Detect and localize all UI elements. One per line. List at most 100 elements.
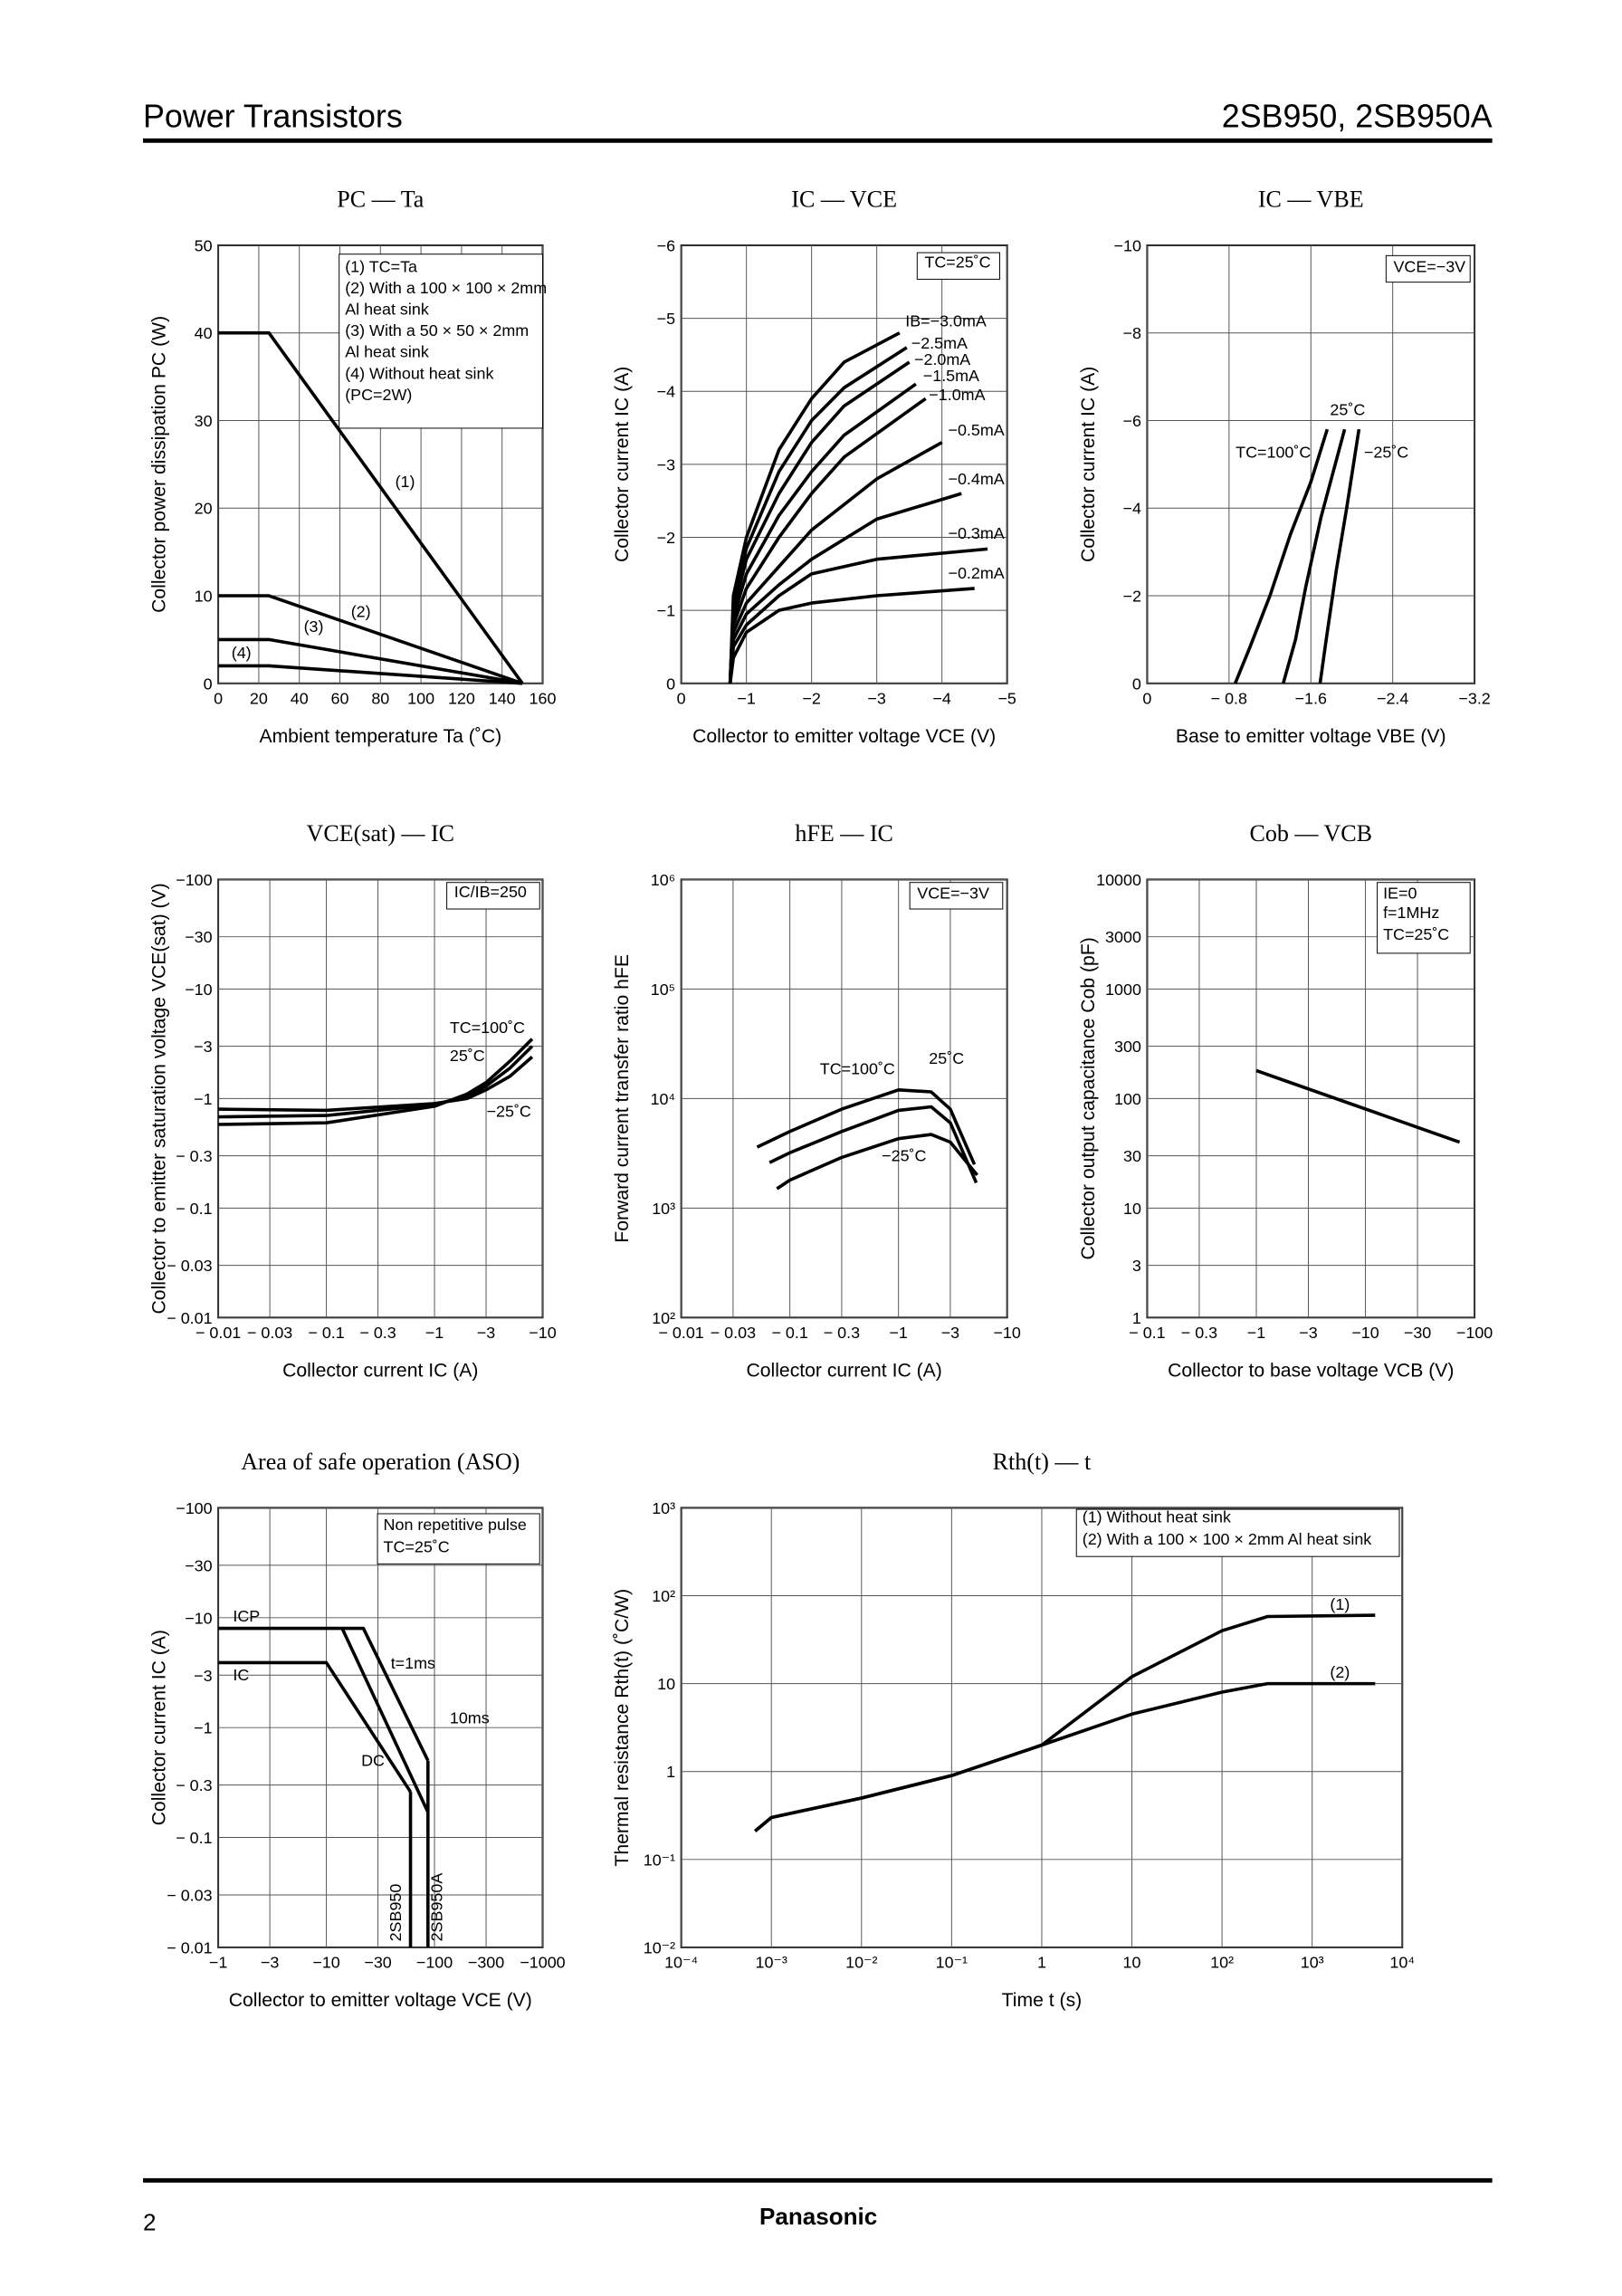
annotation: IC [233,1666,249,1684]
y-tick-label: −5 [657,310,675,328]
y-tick-label: −4 [657,383,675,401]
x-tick-label: −100 [1456,1324,1493,1342]
y-tick-label: −3 [194,1038,212,1056]
series-label: −1.5mA [923,367,979,385]
curve [728,492,962,684]
curve [218,664,523,685]
y-tick-label: −10 [185,981,212,999]
y-tick-label: −4 [1122,500,1140,518]
x-tick-label: 160 [530,690,557,708]
y-tick-label: 10⁻² [644,1938,675,1956]
annotation-box [1377,882,1471,954]
x-tick-label: −5 [997,690,1016,708]
x-tick-label: − 0.3 [824,1324,860,1342]
y-tick-label: 0 [666,674,675,693]
series-label: −1.0mA [929,386,985,404]
chart-title: IC — VBE [1258,187,1364,213]
x-axis-label: Time t (s) [1002,1990,1083,2011]
curve [728,382,917,684]
x-tick-label: − 0.01 [196,1324,241,1342]
x-tick-label: −10 [1351,1324,1379,1342]
y-tick-label: −3 [657,455,675,474]
x-tick-label: −2.4 [1377,690,1408,708]
x-tick-label: 10⁻² [845,1954,877,1972]
x-tick-label: −2 [802,690,820,708]
x-tick-label: −1 [209,1954,227,1972]
y-tick-label: 0 [204,674,213,693]
series-label: (4) [232,644,252,662]
curve [728,360,911,684]
curve [1318,428,1361,684]
y-axis-label: Collector current IC (A) [148,1630,169,1825]
y-tick-label: 3 [1132,1257,1141,1275]
x-tick-label: −100 [416,1954,453,1972]
x-tick-label: −3 [941,1324,959,1342]
curve [1255,1068,1461,1144]
x-tick-label: −10 [993,1324,1020,1342]
x-tick-label: − 0.1 [771,1324,807,1342]
series-label: (1) [396,473,415,491]
series-label: 2SB950A [428,1873,446,1942]
series-label: −0.5mA [949,421,1005,439]
curve [754,1681,1376,1832]
x-tick-label: 0 [677,690,686,708]
y-axis-label: Collector current IC (A) [1078,367,1099,562]
x-axis-label: Base to emitter voltage VBE (V) [1176,726,1446,747]
annotation: (PC=2W) [345,386,412,404]
y-tick-label: −1 [194,1090,212,1108]
x-tick-label: −1000 [520,1954,565,1972]
x-tick-label: 0 [1142,690,1151,708]
x-tick-label: 10³ [1301,1954,1324,1972]
x-tick-label: −300 [468,1954,504,1972]
annotation-box [377,1513,540,1564]
series-label: −2.5mA [911,334,968,352]
x-axis-label: Ambient temperature Ta (˚C) [259,726,501,747]
chart-title: VCE(sat) — IC [307,820,454,847]
annotation: VCE=−3V [1393,257,1465,275]
y-tick-label: −1 [194,1719,212,1737]
y-tick-label: 10⁶ [651,871,675,889]
x-tick-label: −1.6 [1295,690,1327,708]
series-label: −0.3mA [949,524,1005,542]
x-tick-label: 10⁻⁴ [664,1954,698,1972]
y-tick-label: 1 [1132,1309,1141,1327]
x-tick-label: −1 [889,1324,907,1342]
x-tick-label: 100 [407,690,434,708]
series-label: −2.0mA [914,350,970,368]
x-tick-label: −3.2 [1458,690,1490,708]
y-tick-label: −10 [185,1609,212,1627]
y-tick-label: −8 [1122,324,1140,342]
x-tick-label: −3 [867,690,885,708]
series-label: DC [361,1752,385,1770]
x-tick-label: −10 [312,1954,339,1972]
annotation: IC/IB=250 [454,883,527,901]
x-tick-label: 20 [250,690,268,708]
x-tick-label: − 0.8 [1211,690,1247,708]
annotation-box [1385,254,1471,283]
chart-title: Area of safe operation (ASO) [241,1449,520,1475]
y-tick-label: 30 [195,412,213,430]
x-tick-label: − 0.1 [308,1324,344,1342]
curve [218,1056,534,1113]
y-tick-label: 40 [195,324,213,342]
y-tick-label: −2 [1122,588,1140,606]
annotation: TC=25˚C [1383,925,1449,943]
y-axis-label: Collector to emitter saturation voltage … [148,883,169,1314]
y-tick-label: 0 [1132,674,1141,693]
annotation-box [916,252,1001,280]
curve [756,1087,977,1165]
curve [728,346,908,684]
chart-title: hFE — IC [795,820,893,847]
y-tick-label: −2 [657,529,675,547]
x-tick-label: 10⁻¹ [936,1954,968,1972]
curve [218,1038,534,1126]
curve [768,1105,978,1184]
annotation: VCE=−3V [917,885,989,903]
y-tick-label: −6 [1122,412,1140,430]
curve [218,1045,534,1119]
series-label: IB=−3.0mA [905,312,987,330]
annotation: f=1MHz [1383,904,1439,922]
y-tick-label: −1 [657,602,675,620]
y-tick-label: − 0.1 [176,1200,212,1218]
